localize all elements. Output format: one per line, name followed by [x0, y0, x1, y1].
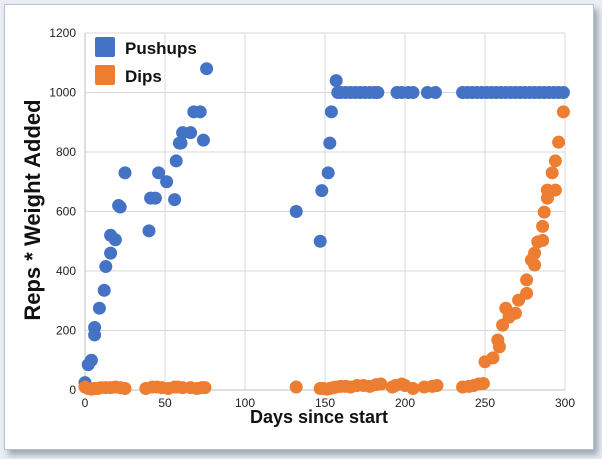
- x-tick-label: 150: [315, 396, 335, 410]
- point-pushups: [88, 321, 102, 335]
- y-tick-label: 800: [56, 145, 76, 159]
- point-pushups: [193, 105, 207, 119]
- y-axis-title: Reps * Weight Added: [20, 99, 45, 320]
- y-tick-label: 600: [56, 205, 76, 219]
- point-dips: [198, 381, 212, 395]
- point-pushups: [108, 233, 122, 247]
- point-pushups: [184, 126, 198, 140]
- x-axis-title: Days since start: [250, 407, 388, 427]
- point-pushups: [168, 193, 182, 207]
- point-pushups: [323, 136, 337, 150]
- point-dips: [289, 380, 303, 394]
- point-dips: [528, 258, 542, 272]
- x-tick-label: 0: [82, 396, 89, 410]
- point-pushups: [142, 224, 156, 238]
- point-pushups: [174, 136, 188, 150]
- point-dips: [520, 286, 534, 300]
- y-tick-label: 400: [56, 264, 76, 278]
- point-dips: [374, 377, 388, 391]
- point-pushups: [148, 191, 162, 205]
- point-pushups: [113, 200, 127, 214]
- x-tick-label: 50: [158, 396, 172, 410]
- point-pushups: [169, 154, 183, 168]
- legend-label-pushups: Pushups: [125, 39, 197, 58]
- x-tick-label: 100: [235, 396, 255, 410]
- y-tick-label: 1000: [49, 86, 76, 100]
- data-points: [78, 62, 570, 396]
- point-pushups: [289, 205, 303, 218]
- point-pushups: [428, 86, 442, 99]
- point-dips: [486, 351, 500, 365]
- point-dips: [556, 105, 570, 119]
- y-tick-label: 1200: [49, 26, 76, 40]
- legend: Pushups Dips: [95, 37, 197, 86]
- point-pushups: [321, 166, 335, 180]
- point-pushups: [84, 353, 98, 367]
- y-tick-label: 0: [69, 383, 76, 397]
- legend-swatch-pushups: [95, 37, 115, 57]
- point-dips: [536, 233, 550, 247]
- point-pushups: [371, 86, 385, 99]
- point-pushups: [160, 175, 174, 189]
- point-dips: [545, 166, 559, 180]
- point-pushups: [556, 86, 570, 99]
- tick-labels: 0 200 400 600 800 1000 1200 0 50 100 150 200 250 300: [49, 26, 575, 410]
- point-dips: [406, 382, 420, 396]
- point-dips: [536, 219, 550, 233]
- point-pushups: [324, 105, 338, 119]
- legend-swatch-dips: [95, 65, 115, 85]
- point-pushups: [315, 184, 329, 198]
- y-tick-label: 200: [56, 324, 76, 338]
- x-tick-label: 250: [475, 396, 495, 410]
- point-dips: [520, 273, 534, 287]
- point-dips: [548, 183, 562, 197]
- point-pushups: [406, 86, 420, 99]
- point-dips: [508, 306, 522, 320]
- point-dips: [528, 246, 542, 260]
- point-dips: [118, 382, 132, 396]
- point-dips: [492, 340, 506, 354]
- point-pushups: [196, 133, 210, 147]
- point-dips: [552, 135, 566, 149]
- x-tick-label: 200: [395, 396, 415, 410]
- legend-label-dips: Dips: [125, 67, 162, 86]
- point-dips: [537, 205, 551, 219]
- x-tick-label: 300: [555, 396, 575, 410]
- point-pushups: [104, 246, 118, 260]
- point-pushups: [313, 234, 327, 248]
- point-pushups: [92, 301, 106, 315]
- point-pushups: [329, 74, 343, 88]
- point-pushups: [99, 260, 113, 274]
- point-dips: [548, 154, 562, 168]
- point-pushups: [200, 62, 214, 76]
- point-pushups: [97, 283, 111, 297]
- point-pushups: [152, 166, 166, 180]
- point-dips: [476, 376, 490, 390]
- point-dips: [430, 379, 444, 393]
- point-pushups: [118, 166, 132, 180]
